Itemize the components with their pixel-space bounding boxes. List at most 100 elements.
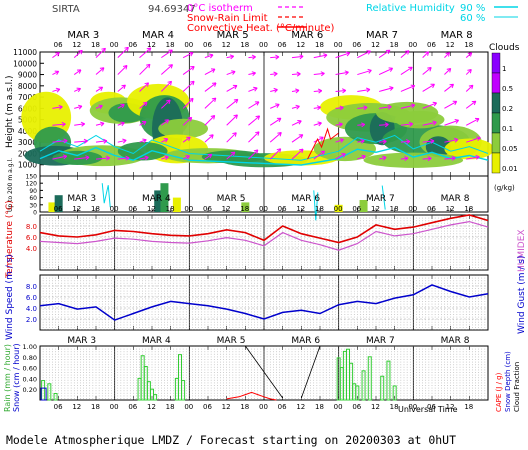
wind-arrow (444, 68, 452, 75)
wind-arrow-head (339, 138, 344, 143)
legend-line-samples (278, 6, 306, 28)
wind-arrow (226, 151, 236, 160)
y-tick-label: 120 (26, 181, 38, 188)
hour-label: 00 (110, 205, 119, 213)
wind-arrow-head (78, 49, 83, 55)
rain-bar (367, 356, 372, 401)
wind-arrow-head (432, 101, 437, 107)
clouds-legend-level: 0.05 (502, 145, 518, 153)
hour-label: 12 (72, 205, 81, 213)
wind-arrow (335, 52, 350, 59)
day-label: MAR 7 (366, 194, 395, 204)
wind-arrow (357, 140, 365, 143)
wind-arrow (182, 98, 194, 109)
hour-label: 00 (334, 205, 343, 213)
hour-label: 06 (54, 41, 63, 49)
wind-arrow-head (387, 104, 392, 110)
wind-arrow (378, 87, 394, 92)
wind-arrow-head (143, 101, 148, 107)
wind-arrow (95, 105, 103, 109)
wind-arrow-head (55, 52, 60, 57)
wind-arrow-head (427, 156, 432, 162)
wind-arrow-head (385, 49, 391, 55)
wind-arrow-head (432, 120, 437, 126)
rain-bar (349, 362, 354, 401)
clouds-legend-unit: (g/kg) (494, 184, 515, 192)
top-time-axis: MAR 3 MAR 4 MAR 5 MAR 6 MAR 7 MAR 8 06 12 18 00 06… (54, 30, 474, 49)
wind-arrow (313, 150, 325, 160)
wind-arrow-head (168, 64, 173, 69)
y-tick-label: 6.0 (26, 294, 37, 302)
wind-arrow (161, 156, 169, 160)
wind-arrow (160, 99, 171, 109)
hour-label: 06 (203, 403, 212, 411)
y-tick-label: 0.60 (23, 365, 37, 373)
wind-arrow-head (141, 121, 147, 126)
hour-label: 12 (446, 41, 455, 49)
wind-arrow-head (255, 115, 261, 120)
wind-arrow-head (445, 52, 450, 57)
hour-label: 12 (147, 403, 156, 411)
hour-label: 18 (464, 41, 473, 49)
wind-arrow-head (367, 68, 372, 74)
wind-arrow (139, 156, 149, 160)
hour-label: 18 (315, 205, 324, 213)
wind-arrow (52, 70, 59, 75)
wind-arrow-head (404, 156, 409, 161)
hour-label: 18 (91, 205, 100, 213)
wind-arrow (465, 84, 474, 92)
hour-label: 18 (166, 205, 175, 213)
wind-arrow-head (454, 119, 459, 124)
hour-label: 12 (371, 41, 380, 49)
wind-arrow-head (210, 115, 216, 120)
rain-bar (361, 370, 366, 401)
day-label: MAR 5 (217, 336, 246, 346)
day-label: MAR 5 (217, 30, 249, 41)
cloud-region (313, 136, 376, 162)
wind-arrow (52, 106, 63, 109)
clouds-legend-swatch (491, 132, 501, 154)
wind-arrow-head (476, 136, 481, 141)
wind-arrow (422, 83, 435, 92)
wind-arrow (444, 101, 457, 109)
wind-arrow (161, 138, 168, 143)
wind-arrow-head (345, 51, 351, 57)
fog-region (241, 202, 250, 212)
wind-arrow (466, 156, 480, 160)
hour-label: 18 (166, 403, 175, 411)
wind-arrow (291, 105, 300, 109)
cloud-panel: 1000200030004000500060007000800090001000… (13, 46, 495, 177)
rain-bar (342, 350, 347, 401)
wind-arrow (226, 55, 234, 59)
wind-arrow-head (361, 154, 366, 160)
wind-arrow-head (384, 122, 389, 128)
clouds-legend-level: 1 (502, 65, 506, 73)
wind-arrow-head (144, 155, 149, 161)
hour-label: 06 (278, 205, 287, 213)
clouds-legend-swatch (491, 72, 501, 94)
wind-arrow-head (168, 49, 173, 54)
precipitation-panel: MAR 3 MAR 4 MAR 5 MAR 6 MAR 7 MAR 8 0.20 0.40 0.… (23, 336, 489, 411)
clouds-legend-swatch (491, 92, 501, 114)
wind-arrow-head (363, 105, 368, 111)
wind-arrow (291, 148, 304, 160)
wind-arrow (335, 153, 346, 160)
hour-label: 12 (371, 205, 380, 213)
y-tick-label: 90 (29, 188, 37, 195)
y-tick-label: 6.0 (26, 234, 37, 242)
wind-arrow (139, 47, 152, 59)
wind-arrow (379, 106, 392, 109)
wind-arrow (161, 119, 169, 126)
wind-arrow-head (449, 83, 454, 89)
wind-arrow (378, 49, 391, 59)
day-label: MAR 3 (67, 336, 96, 346)
rain-bar (53, 393, 58, 401)
hour-label: 00 (110, 41, 119, 49)
hour-label: 12 (72, 41, 81, 49)
wind-arrow (204, 153, 213, 160)
hour-label: 12 (371, 403, 380, 411)
snow-depth-axis-label: Snow Depth (cm) (504, 351, 512, 412)
wind-arrow (465, 118, 480, 126)
cloud-region (52, 150, 103, 166)
